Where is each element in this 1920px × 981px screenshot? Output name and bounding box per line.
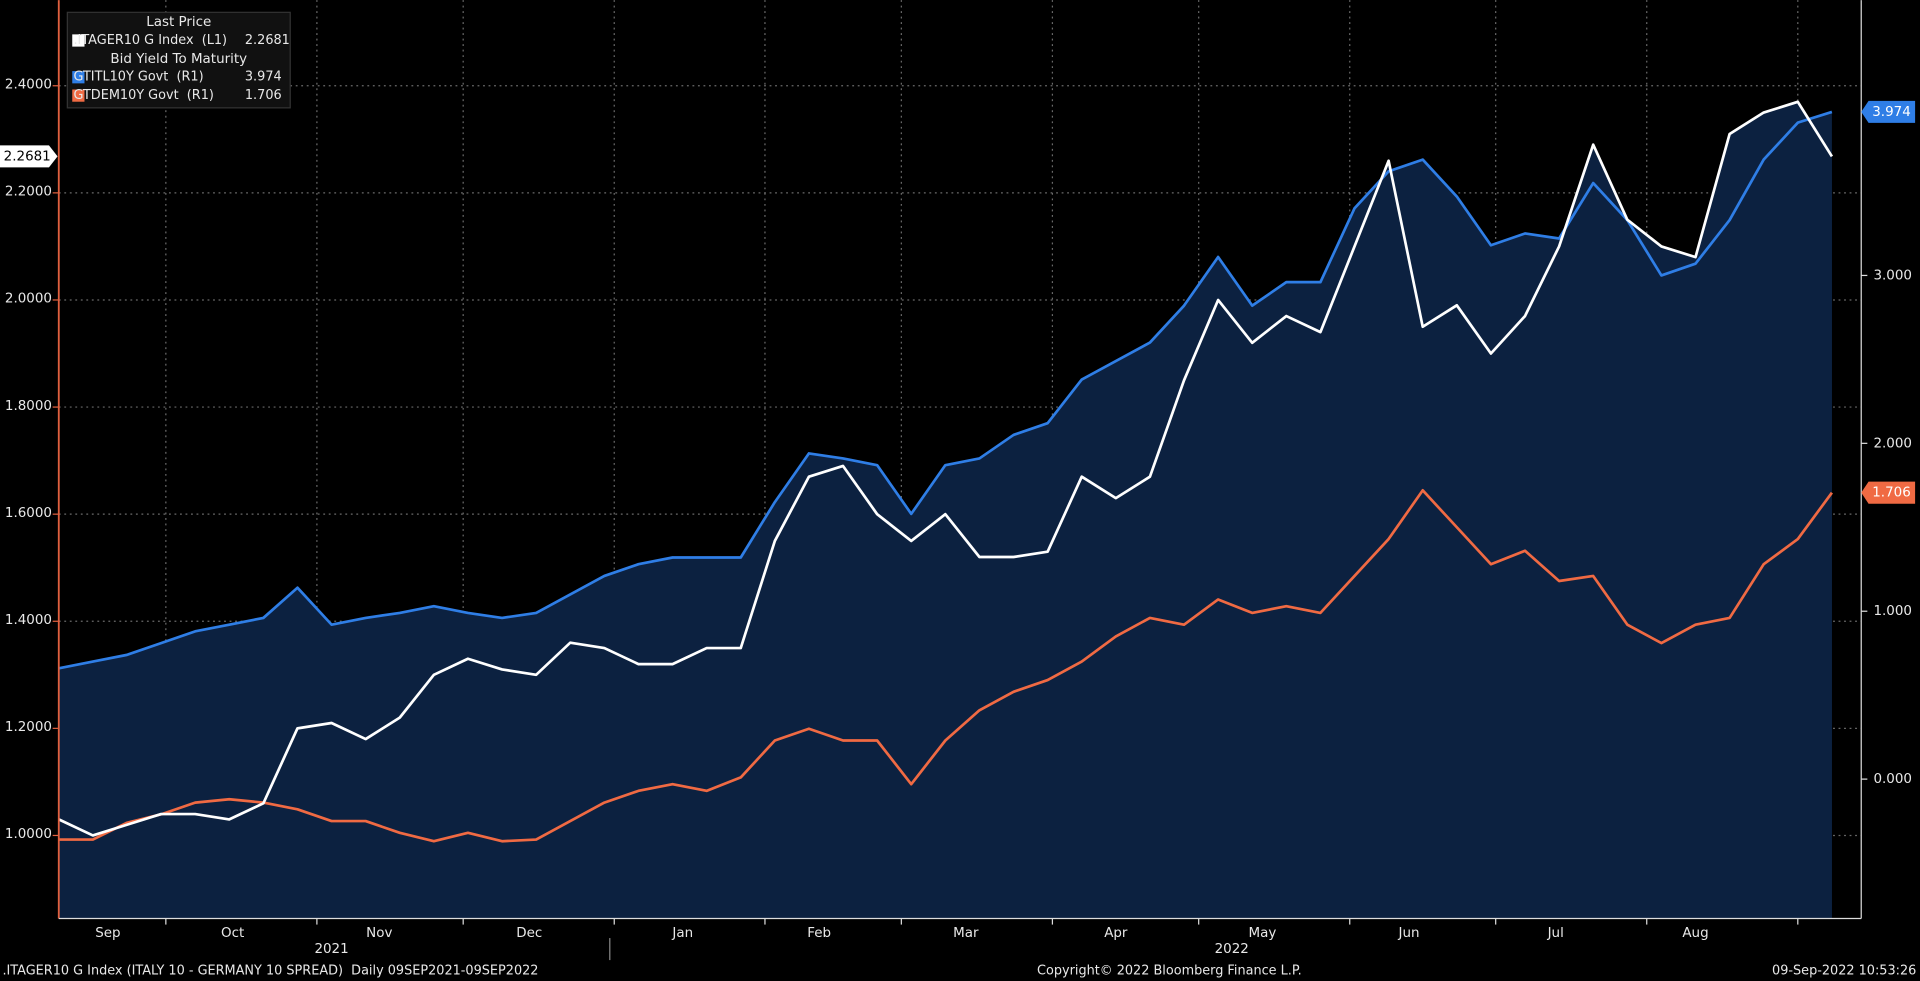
y-tick-label: 1.2000 — [5, 720, 52, 735]
value-label: 1.706 — [1872, 486, 1911, 501]
value-label: 2.2681 — [4, 149, 51, 164]
legend-header: Last Price — [146, 15, 211, 30]
x-tick-label: Mar — [953, 926, 979, 941]
legend-value: 1.706 — [245, 88, 282, 103]
x-tick-label: Aug — [1682, 926, 1708, 941]
x-tick-label: Dec — [516, 926, 542, 941]
x-tick-label: Oct — [221, 926, 244, 941]
legend-swatch — [72, 34, 85, 47]
legend-label: GTDEM10Y Govt (R1) — [73, 88, 213, 103]
x-tick-label: Sep — [95, 926, 120, 941]
value-label-box — [1861, 481, 1916, 504]
line — [58, 488, 1833, 843]
x-tick-label: Nov — [366, 926, 392, 941]
y-tick-label: 1.4000 — [5, 613, 52, 628]
x-tick-label: Jun — [1398, 926, 1420, 941]
y-tick-label: 2.2000 — [5, 185, 52, 200]
year-label: 2022 — [1215, 942, 1249, 957]
x-tick-label: May — [1249, 926, 1277, 941]
footer-right: 09-Sep-2022 10:53:26 — [1772, 964, 1916, 979]
legend-label: GTITL10Y Govt (R1) — [73, 70, 203, 85]
y-tick-label: 2.4000 — [5, 78, 52, 93]
y2-tick-label: 3.000 — [1873, 268, 1912, 283]
value-label-box — [1861, 100, 1916, 123]
legend-box — [66, 11, 291, 109]
legend-label: .ITAGER10 G Index (L1) — [73, 33, 227, 48]
y-tick-label: 2.0000 — [5, 292, 52, 307]
value-label: 3.974 — [1872, 105, 1911, 120]
x-tick-label: Feb — [807, 926, 831, 941]
y2-tick-label: 1.000 — [1873, 604, 1912, 619]
legend-value: 2.2681 — [245, 33, 290, 48]
line — [58, 110, 1833, 670]
legend-value: 3.974 — [245, 70, 282, 85]
y-tick-label: 1.6000 — [5, 506, 52, 521]
y2-tick-label: 0.000 — [1873, 772, 1912, 787]
x-tick-label: Jan — [671, 926, 693, 941]
x-tick-label: Jul — [1547, 926, 1564, 941]
line — [58, 100, 1834, 837]
x-tick-label: Apr — [1104, 926, 1128, 941]
legend-swatch — [72, 89, 85, 102]
legend-swatch — [72, 71, 85, 84]
y-tick-label: 1.8000 — [5, 399, 52, 414]
y2-tick-label: 2.000 — [1873, 436, 1912, 451]
value-label-box — [0, 145, 58, 168]
footer-center: Copyright© 2022 Bloomberg Finance L.P. — [1037, 964, 1302, 979]
legend-header: Bid Yield To Maturity — [110, 52, 247, 67]
footer-left: .ITAGER10 G Index (ITALY 10 - GERMANY 10… — [2, 964, 538, 979]
year-label: 2021 — [314, 942, 348, 957]
y-tick-label: 1.0000 — [5, 827, 52, 842]
